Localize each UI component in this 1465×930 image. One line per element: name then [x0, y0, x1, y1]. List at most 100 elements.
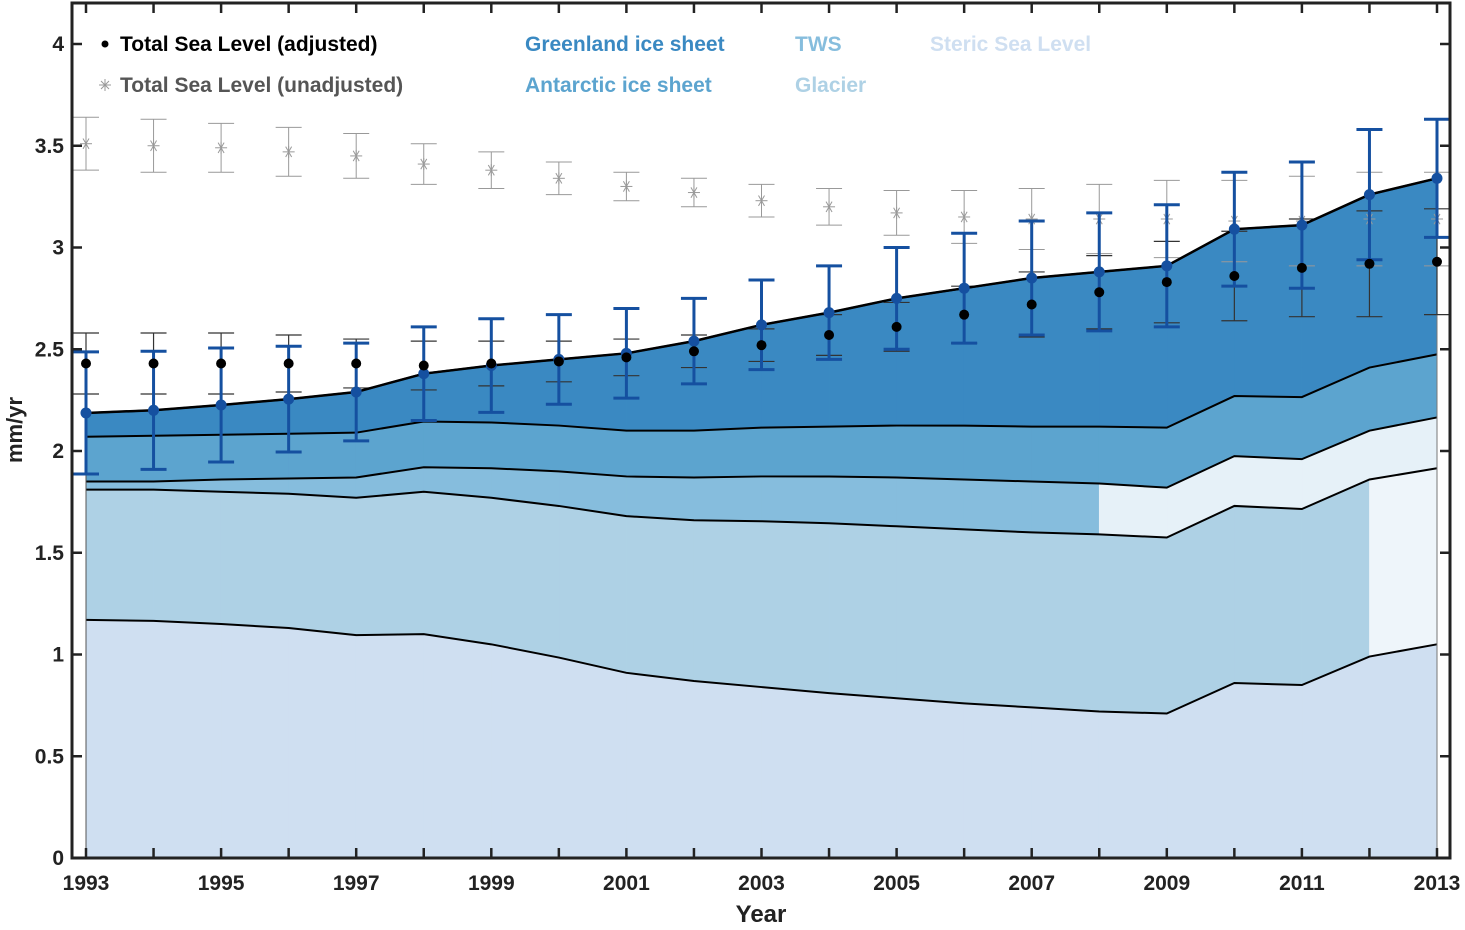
- legend-item: Steric Sea Level: [930, 33, 1091, 56]
- stack-boundary-line: [85, 353, 1438, 438]
- area-segment-steric-sea-level: [558, 657, 627, 859]
- y-tick-label: 1: [52, 644, 64, 667]
- stack-boundary-line: [86, 416, 1438, 489]
- adjusted-point: [81, 358, 91, 369]
- area-segment-antarctic-ice-sheet: [1031, 426, 1100, 484]
- legend-label: Glacier: [795, 74, 866, 97]
- legend-label: Greenland ice sheet: [525, 33, 725, 56]
- stack-boundary-line: [85, 618, 1438, 715]
- y-tick-label: 3.5: [35, 135, 65, 158]
- area-segment-steric-sea-level: [1234, 682, 1303, 859]
- adjusted-point: [1026, 299, 1037, 310]
- budget-point: [1431, 172, 1443, 184]
- area-segment-greenland-ice-sheet: [626, 340, 695, 431]
- area-segment-glacier: [1301, 479, 1370, 686]
- adjusted-point: [553, 356, 564, 367]
- area-segment-glacier: [1031, 532, 1100, 712]
- unadjusted-point: [485, 164, 498, 177]
- legend: Total Sea Level (adjusted) Total Sea Leve…: [99, 33, 1091, 97]
- x-tick-label: 1993: [63, 872, 110, 895]
- area-segment-steric-sea-level: [1301, 656, 1370, 859]
- adjusted-point: [756, 340, 767, 351]
- legend-item: Glacier: [795, 74, 866, 97]
- area-segment-glacier: [288, 493, 357, 636]
- legend-item: TWS: [795, 33, 842, 56]
- area-segment-greenland-ice-sheet: [490, 359, 560, 426]
- adjusted-point: [959, 309, 970, 320]
- area-segment-tws: [963, 479, 1032, 533]
- x-tick-label: 2003: [738, 872, 785, 895]
- area-segment-tws: [896, 477, 965, 530]
- area-segment-antarctic-ice-sheet: [1098, 426, 1168, 488]
- area-segment-glacier: [1234, 505, 1303, 686]
- adjusted-point: [621, 352, 632, 363]
- legend-label: Steric Sea Level: [930, 33, 1091, 56]
- budget-point: [1093, 266, 1105, 278]
- x-tick-label: 1995: [198, 872, 245, 895]
- area-segment-greenland-ice-sheet: [693, 324, 762, 431]
- area-segment-tws: [85, 481, 154, 490]
- legend-label: Antarctic ice sheet: [525, 74, 712, 97]
- area-segment-antarctic-ice-sheet: [761, 426, 830, 477]
- area-segment-steric-sea-level: [85, 619, 154, 859]
- area-segment-glacier: [490, 497, 560, 658]
- unadjusted-point: [552, 172, 565, 185]
- unadjusted-point: [890, 206, 903, 219]
- adjusted-point: [824, 330, 835, 341]
- x-tick-label: 1999: [468, 872, 515, 895]
- adjusted-point: [891, 321, 902, 332]
- legend-item: Total Sea Level (unadjusted): [99, 74, 403, 97]
- area-segment-steric-sea-level: [761, 686, 830, 859]
- adjusted-point: [351, 358, 362, 369]
- area-segment-glacier: [1369, 467, 1438, 657]
- area-segment-greenland-ice-sheet: [896, 287, 965, 426]
- legend-item: Antarctic ice sheet: [525, 74, 712, 97]
- x-tick-label: 2005: [873, 872, 920, 895]
- budget-point: [1161, 260, 1173, 272]
- area-segment-glacier: [828, 522, 897, 699]
- x-tick-label: 2001: [603, 872, 650, 895]
- legend-item: Greenland ice sheet: [525, 33, 725, 56]
- unadjusted-point: [350, 149, 363, 162]
- budget-point: [1026, 272, 1038, 284]
- adjusted-point: [1094, 287, 1105, 298]
- adjusted-point: [1364, 258, 1375, 269]
- y-tick-label: 2: [52, 440, 64, 463]
- area-segment-antarctic-ice-sheet: [423, 421, 492, 469]
- unadjusted-point: [147, 139, 160, 152]
- budget-point: [891, 292, 903, 304]
- stacked-areas: [85, 177, 1438, 859]
- adjusted-point: [148, 358, 159, 369]
- y-tick-label: 1.5: [35, 542, 65, 565]
- area-segment-antarctic-ice-sheet: [626, 430, 695, 478]
- budget-point: [688, 335, 700, 347]
- area-segment-antarctic-ice-sheet: [963, 425, 1032, 482]
- adjusted-point: [283, 358, 294, 369]
- x-tick-label: 2007: [1008, 872, 1055, 895]
- area-segment-glacier: [558, 505, 627, 674]
- area-segment-greenland-ice-sheet: [1234, 224, 1303, 398]
- legend-label: Total Sea Level (adjusted): [120, 33, 378, 56]
- adjusted-point: [688, 346, 699, 357]
- legend-label: Total Sea Level (unadjusted): [120, 74, 403, 97]
- legend-item: Total Sea Level (adjusted): [101, 33, 378, 56]
- area-segment-tws: [1098, 483, 1168, 538]
- area-segment-steric-sea-level: [693, 680, 762, 859]
- x-tick-label: 1997: [333, 872, 380, 895]
- area-segment-steric-sea-level: [355, 633, 425, 859]
- x-tick-label: 2009: [1143, 872, 1190, 895]
- y-tick-label: 4: [52, 33, 64, 56]
- budget-point: [215, 399, 227, 411]
- area-segment-tws: [761, 476, 830, 524]
- area-segment-antarctic-ice-sheet: [220, 433, 289, 480]
- unadjusted-point: [823, 200, 836, 213]
- adjusted-point: [1432, 256, 1442, 267]
- area-segment-steric-sea-level: [1369, 643, 1438, 859]
- area-segment-steric-sea-level: [153, 620, 222, 859]
- area-segment-steric-sea-level: [423, 633, 492, 859]
- area-segment-glacier: [626, 515, 695, 682]
- y-axis-label: mm/yr: [2, 397, 27, 463]
- budget-point: [418, 368, 430, 380]
- area-segment-tws: [693, 476, 762, 522]
- area-segment-greenland-ice-sheet: [1098, 265, 1168, 428]
